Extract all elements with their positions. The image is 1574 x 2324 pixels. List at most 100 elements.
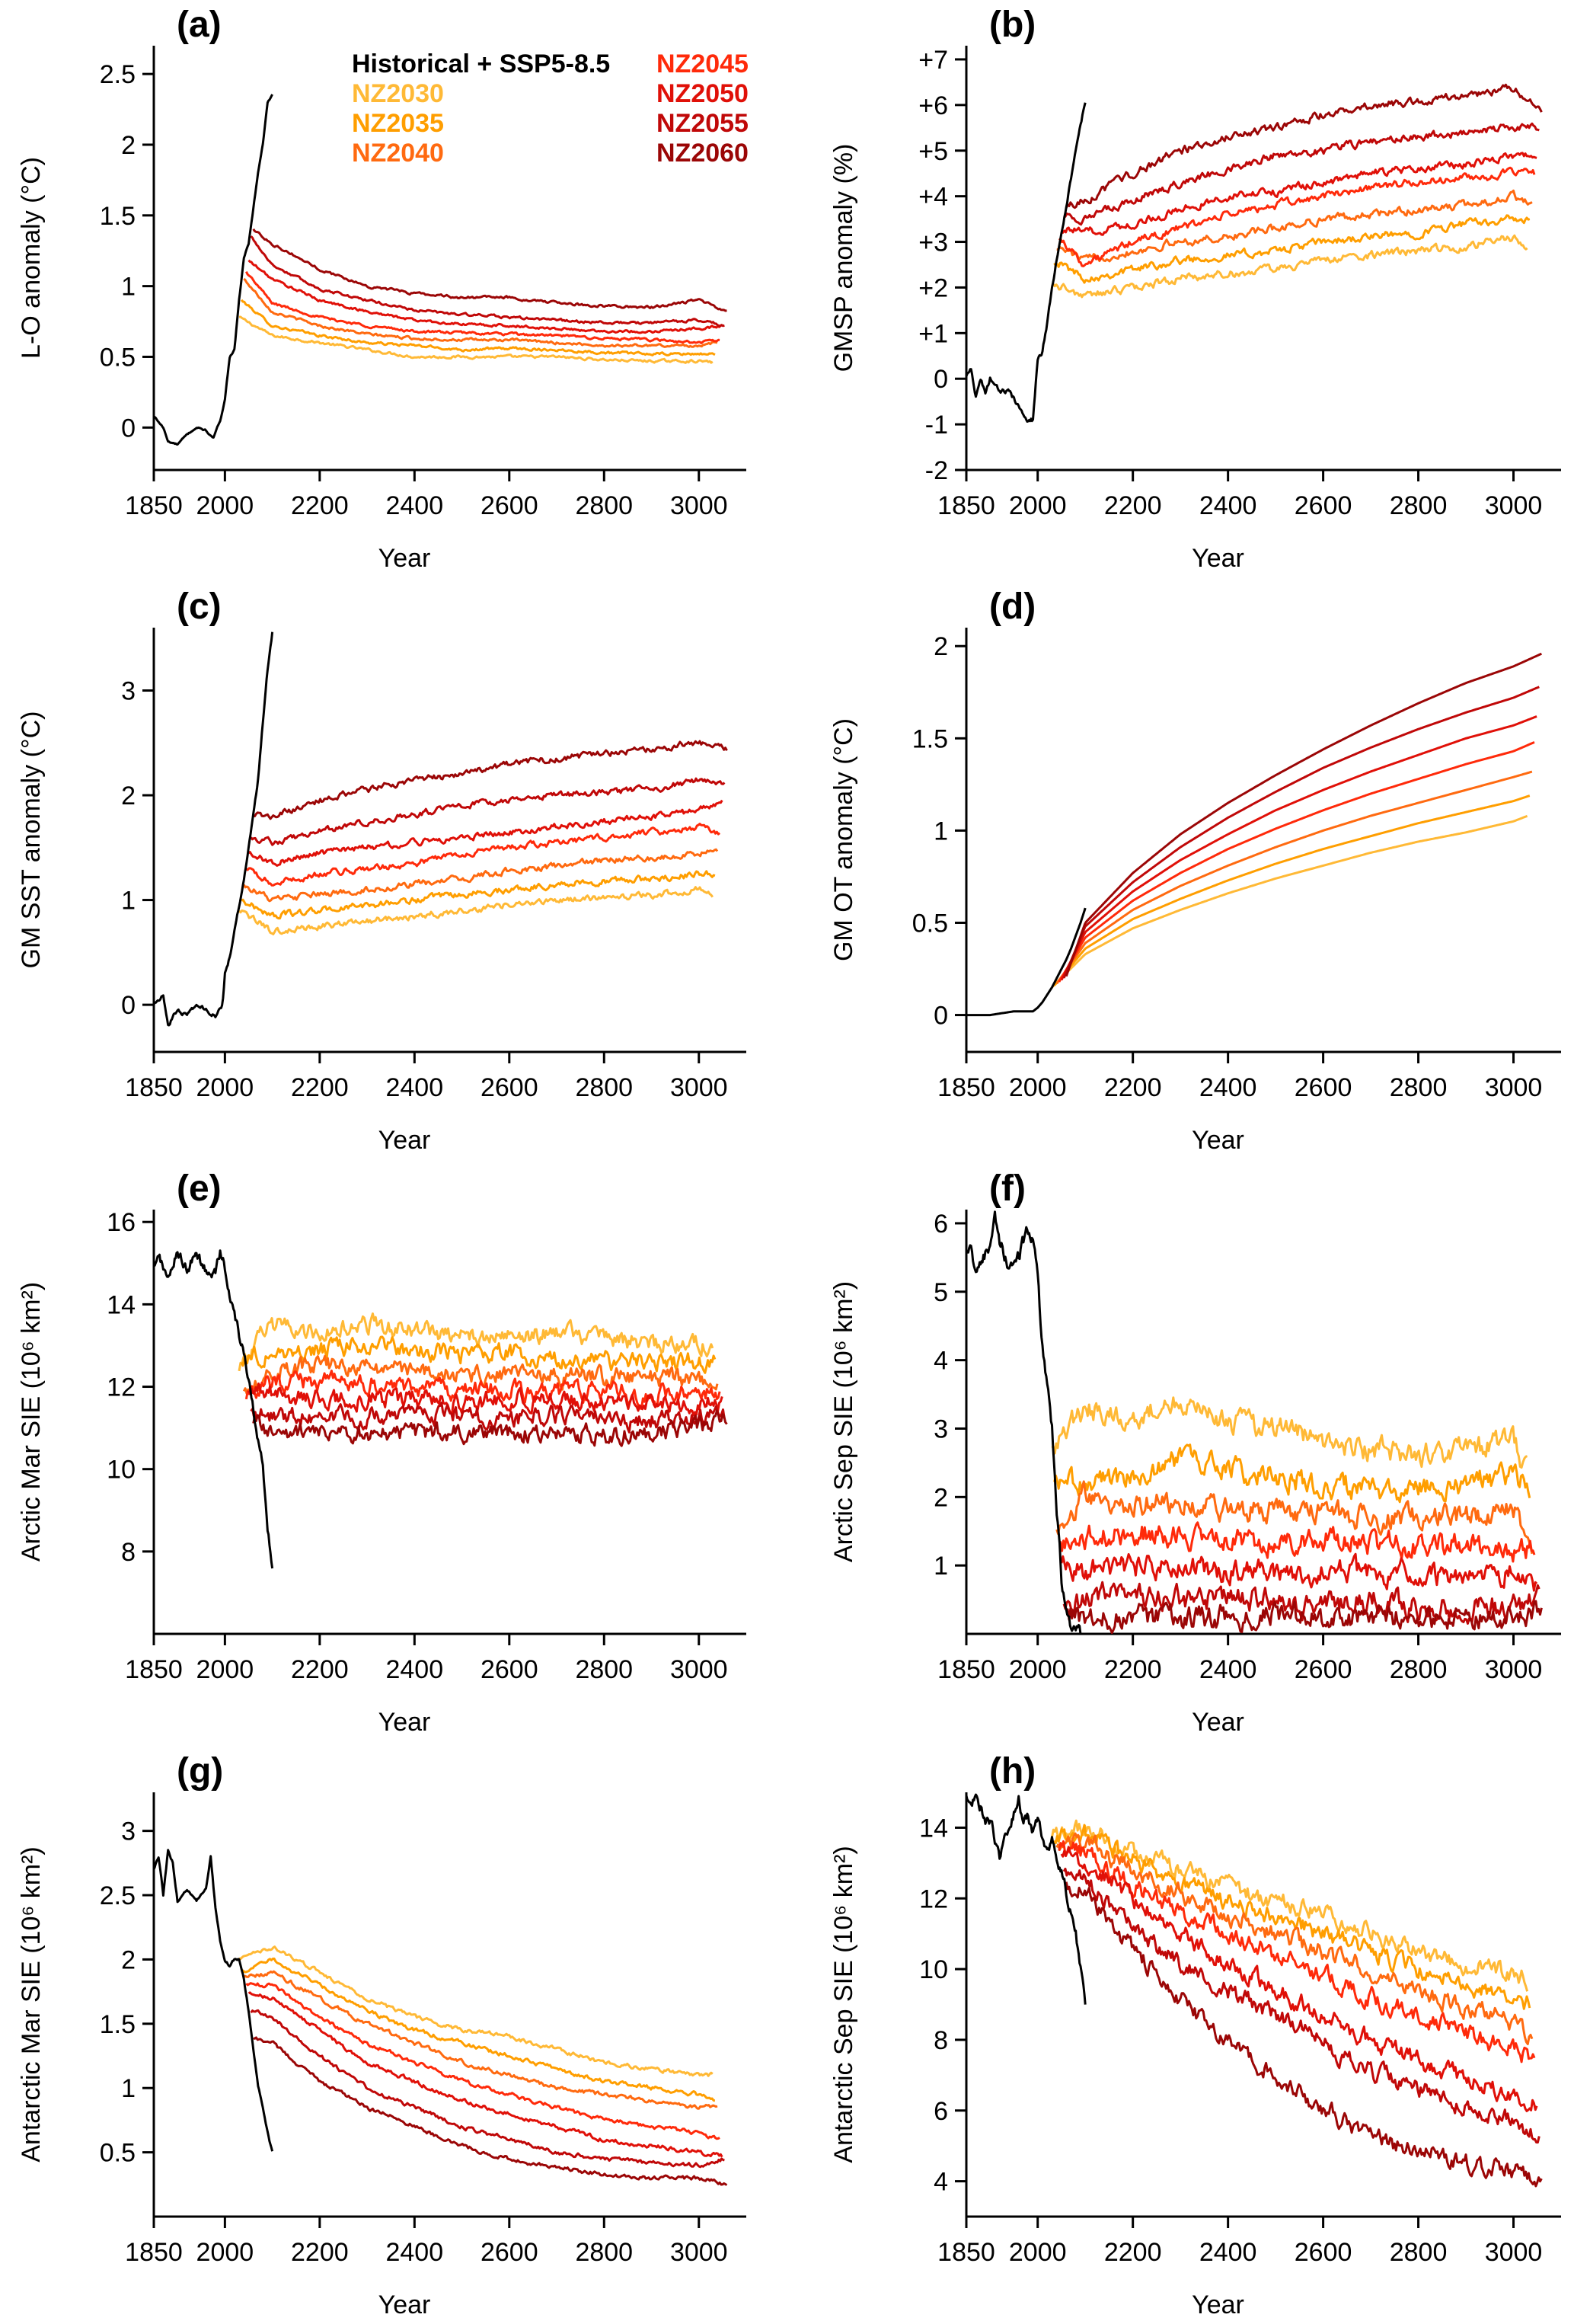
series-line-nz2035 bbox=[241, 1957, 716, 2102]
y-tick-label: +5 bbox=[918, 137, 948, 166]
x-tick-label: 2000 bbox=[1009, 2238, 1067, 2267]
x-tick-label: 2000 bbox=[1009, 1073, 1067, 1102]
series-line-nz2055 bbox=[1062, 1867, 1540, 2144]
panel-label: (f) bbox=[989, 1168, 1026, 1209]
legend-item: NZ2060 bbox=[656, 139, 749, 168]
y-tick-label: 8 bbox=[121, 1538, 136, 1567]
series-line-nz2045 bbox=[245, 1982, 720, 2140]
y-tick-label: 1.5 bbox=[100, 2010, 136, 2039]
x-tick-label: 2400 bbox=[1199, 1073, 1257, 1102]
series-line-nz2035 bbox=[1053, 214, 1531, 284]
x-tick-label: 2000 bbox=[196, 1655, 254, 1684]
x-tick-label: 2000 bbox=[196, 491, 254, 520]
series-line-nz2030 bbox=[1051, 1819, 1529, 1992]
y-tick-label: 2.5 bbox=[100, 60, 136, 89]
series-line-nz2045 bbox=[1058, 166, 1536, 267]
x-tick-label: 2600 bbox=[1295, 491, 1352, 520]
series-line-nz2035 bbox=[1053, 794, 1531, 986]
x-tick-label: 1850 bbox=[937, 1655, 995, 1684]
panel-label: (g) bbox=[177, 1751, 223, 1792]
x-tick-label: 2600 bbox=[481, 1073, 538, 1102]
series-line-nz2040 bbox=[243, 277, 718, 348]
y-tick-label: 6 bbox=[934, 2097, 948, 2126]
x-tick-label: 2200 bbox=[1104, 1655, 1162, 1684]
x-axis-title: Year bbox=[1192, 1126, 1244, 1155]
y-tick-label: +3 bbox=[918, 229, 948, 257]
x-tick-label: 3000 bbox=[670, 1073, 728, 1102]
x-tick-label: 1850 bbox=[125, 2238, 183, 2267]
x-axis-title: Year bbox=[378, 1708, 431, 1737]
y-tick-label: 0 bbox=[121, 414, 136, 443]
x-tick-label: 1850 bbox=[125, 1655, 183, 1684]
y-tick-label: 1 bbox=[934, 1552, 948, 1581]
panel-h: (h) 1850 2000 2200 2400 2600 2800 3000 4 6 8 10 12 14… bbox=[829, 1751, 1561, 2319]
series-line-historical bbox=[966, 1793, 1087, 2005]
series-line-nz2050 bbox=[1060, 715, 1537, 981]
series-line-nz2030 bbox=[1051, 1396, 1528, 1469]
y-tick-label: 0.5 bbox=[912, 909, 948, 938]
x-tick-label: 2400 bbox=[1199, 2238, 1257, 2267]
x-tick-label: 2600 bbox=[1295, 2238, 1352, 2267]
x-tick-label: 3000 bbox=[1485, 491, 1543, 520]
legend-item: NZ2055 bbox=[656, 109, 749, 138]
series-line-nz2035 bbox=[241, 870, 716, 920]
panel-label: (e) bbox=[177, 1168, 222, 1209]
x-tick-label: 3000 bbox=[670, 2238, 728, 2267]
x-tick-label: 2600 bbox=[1295, 1655, 1352, 1684]
series-line-nz2060 bbox=[252, 228, 727, 312]
series-line-historical bbox=[966, 907, 1087, 1017]
y-tick-label: 0 bbox=[934, 365, 948, 394]
panel-label: (c) bbox=[177, 587, 222, 627]
y-tick-label: 0 bbox=[121, 991, 136, 1020]
y-tick-label: +2 bbox=[918, 273, 948, 302]
y-tick-label: 1.5 bbox=[100, 202, 136, 231]
series-line-nz2050 bbox=[1060, 152, 1537, 236]
series-line-nz2040 bbox=[1056, 189, 1533, 263]
panel-label: (d) bbox=[989, 587, 1036, 627]
y-axis-title: Arctic Mar SIE (10⁶ km²) bbox=[17, 1282, 46, 1562]
y-tick-label: 1 bbox=[121, 2074, 136, 2103]
y-tick-label: +4 bbox=[918, 183, 948, 212]
y-tick-label: 12 bbox=[919, 1884, 948, 1913]
series-line-nz2050 bbox=[247, 259, 723, 334]
x-tick-label: 1850 bbox=[937, 1073, 995, 1102]
series-line-nz2045 bbox=[244, 1370, 721, 1410]
y-tick-label: 2 bbox=[121, 131, 136, 160]
legend-item: NZ2045 bbox=[656, 50, 749, 78]
x-tick-label: 2200 bbox=[291, 1655, 349, 1684]
x-tick-label: 2800 bbox=[1390, 1073, 1448, 1102]
y-tick-label: 12 bbox=[107, 1373, 136, 1402]
legend-item: NZ2035 bbox=[352, 109, 444, 138]
y-axis-title: Arctic Sep SIE (10⁶ km²) bbox=[829, 1281, 858, 1562]
series-line-historical bbox=[154, 1249, 274, 1569]
x-tick-label: 2400 bbox=[385, 2238, 443, 2267]
y-tick-label: 8 bbox=[934, 2026, 948, 2055]
x-axis-title: Year bbox=[378, 2290, 431, 2319]
series-line-nz2040 bbox=[1055, 1832, 1534, 2045]
series-line-nz2040 bbox=[242, 848, 719, 903]
panel-c: (c) 1850 2000 2200 2400 2600 2800 3000 0 1 2 3 Year G… bbox=[17, 587, 746, 1155]
series-line-nz2040 bbox=[242, 1354, 719, 1395]
panel-label: (a) bbox=[177, 5, 222, 45]
x-axis-title: Year bbox=[378, 544, 431, 573]
series-line-nz2055 bbox=[250, 777, 726, 846]
series-line-nz2045 bbox=[245, 270, 720, 344]
x-tick-label: 1850 bbox=[125, 491, 183, 520]
y-tick-label: 2 bbox=[121, 782, 136, 810]
series-line-nz2060 bbox=[1065, 1881, 1543, 2188]
y-tick-label: 0.5 bbox=[100, 343, 136, 372]
x-tick-label: 2000 bbox=[196, 1073, 254, 1102]
series-line-nz2050 bbox=[1060, 1552, 1538, 1592]
panel-f: (f) 1850 2000 2200 2400 2600 2800 3000 1 2 3 4 5 6 Yea… bbox=[829, 1168, 1561, 1737]
x-tick-label: 2200 bbox=[291, 1073, 349, 1102]
series-line-nz2045 bbox=[245, 823, 721, 887]
x-tick-label: 3000 bbox=[1485, 1655, 1543, 1684]
y-axis-title: Antarctic Sep SIE (10⁶ km²) bbox=[829, 1846, 858, 2163]
x-tick-label: 2600 bbox=[481, 1655, 538, 1684]
series-line-nz2030 bbox=[238, 315, 714, 364]
x-tick-label: 2400 bbox=[385, 1655, 443, 1684]
x-tick-label: 2600 bbox=[1295, 1073, 1352, 1102]
x-tick-label: 2200 bbox=[291, 491, 349, 520]
